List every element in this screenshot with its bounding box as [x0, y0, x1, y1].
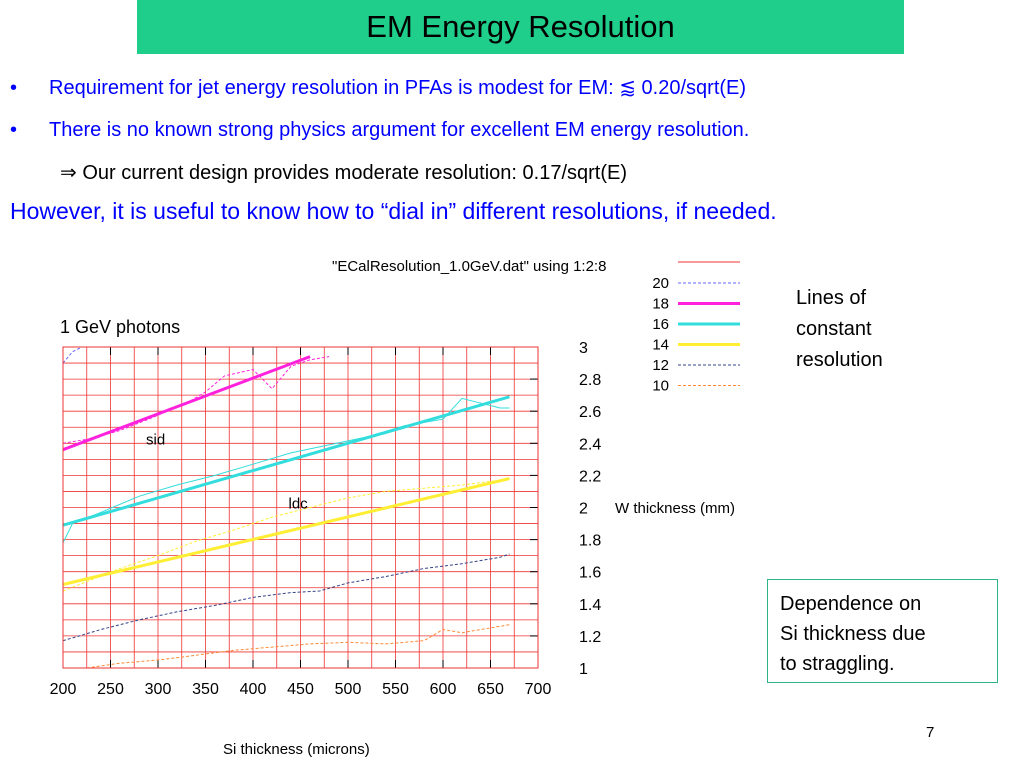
- series-18-solid: [62, 355, 311, 452]
- point-label-sid: sid: [146, 431, 165, 448]
- legend-label: 14: [652, 337, 669, 354]
- legend-label: 18: [652, 296, 669, 313]
- plot-frame: [62, 346, 539, 669]
- however-statement: However, it is useful to know how to “di…: [10, 198, 777, 224]
- note-line: Lines of: [796, 287, 867, 309]
- point-label-ldc: ldc: [289, 496, 309, 513]
- grid-lines: [62, 346, 539, 669]
- x-tick-label: 300: [145, 681, 172, 698]
- x-tick-labels: 200 250 300 350 400 450 500 550 600 650 700: [50, 681, 552, 698]
- x-tick-label: 700: [525, 681, 552, 698]
- dependence-line: Si thickness due: [780, 623, 926, 645]
- x-tick-label: 400: [240, 681, 267, 698]
- y-tick-label: 2.8: [579, 372, 601, 389]
- x-axis-label: Si thickness (microns): [223, 741, 370, 758]
- x-tick-label: 500: [335, 681, 362, 698]
- x-tick-label: 550: [382, 681, 409, 698]
- y-tick-label: 1: [579, 661, 588, 678]
- y-tick-labels: 1 1.2 1.4 1.6 1.8 2 2.2 2.4 2.6 2.8 3: [579, 340, 601, 678]
- y-tick-label: 3: [579, 340, 588, 357]
- title-bar: EM Energy Resolution: [137, 0, 904, 54]
- y-tick-label: 1.8: [579, 533, 601, 550]
- note-line: resolution: [796, 349, 883, 371]
- y-axis-label: W thickness (mm): [615, 500, 735, 517]
- series-16-solid: [62, 395, 510, 527]
- bullet-physics-text: There is no known strong physics argumen…: [49, 119, 750, 141]
- legend-label: 12: [652, 357, 669, 374]
- x-tick-label: 600: [430, 681, 457, 698]
- x-tick-label: 350: [192, 681, 219, 698]
- series-16-thin: [62, 397, 510, 544]
- series-14-solid: [62, 477, 510, 586]
- chart-annotation: 1 GeV photons: [60, 317, 180, 337]
- y-tick-label: 1.6: [579, 565, 601, 582]
- y-tick-label: 1.2: [579, 629, 601, 646]
- series-10-dashed: [86, 624, 510, 669]
- x-tick-label: 650: [477, 681, 504, 698]
- x-tick-label: 450: [287, 681, 314, 698]
- series-18-dashed: [62, 356, 330, 444]
- y-tick-label: 1.4: [579, 597, 601, 614]
- page-number: 7: [926, 724, 935, 741]
- bullet-marker: •: [10, 77, 18, 99]
- series-14-dashed: [62, 478, 510, 592]
- y-tick-label: 2: [579, 501, 588, 518]
- slide-title: EM Energy Resolution: [366, 9, 675, 44]
- dependence-box: Dependence on Si thickness due to stragg…: [767, 579, 998, 683]
- legend-label: 16: [652, 316, 669, 333]
- data-curves: [62, 346, 510, 669]
- series-20-dashed: [62, 346, 83, 364]
- y-tick-label: 2.2: [579, 468, 601, 485]
- x-tick-label: 250: [97, 681, 124, 698]
- chart-legend: 20 18 16 14 12 10: [652, 261, 740, 395]
- chart-title: "ECalResolution_1.0GeV.dat" using 1:2:8: [332, 258, 606, 275]
- dependence-line: Dependence on: [780, 593, 922, 615]
- y-tick-label: 2.6: [579, 404, 601, 421]
- bullet-physics: • There is no known strong physics argume…: [10, 119, 749, 142]
- point-labels: sid ldc: [146, 431, 308, 512]
- dependence-line: to straggling.: [780, 653, 895, 675]
- bullet-requirement: • Requirement for jet energy resolution i…: [10, 75, 746, 100]
- series-12-dashed: [62, 553, 510, 642]
- bullet-marker: •: [10, 119, 18, 141]
- conclusion-line: ⇒ Our current design provides moderate r…: [60, 162, 628, 184]
- bullet-requirement-text: Requirement for jet energy resolution in…: [49, 77, 747, 99]
- note-line: constant: [796, 318, 872, 340]
- constant-resolution-note: Lines of constant resolution: [796, 283, 936, 376]
- legend-label: 10: [652, 378, 669, 395]
- legend-label: 20: [652, 275, 669, 292]
- y-tick-label: 2.4: [579, 436, 601, 453]
- x-tick-label: 200: [50, 681, 77, 698]
